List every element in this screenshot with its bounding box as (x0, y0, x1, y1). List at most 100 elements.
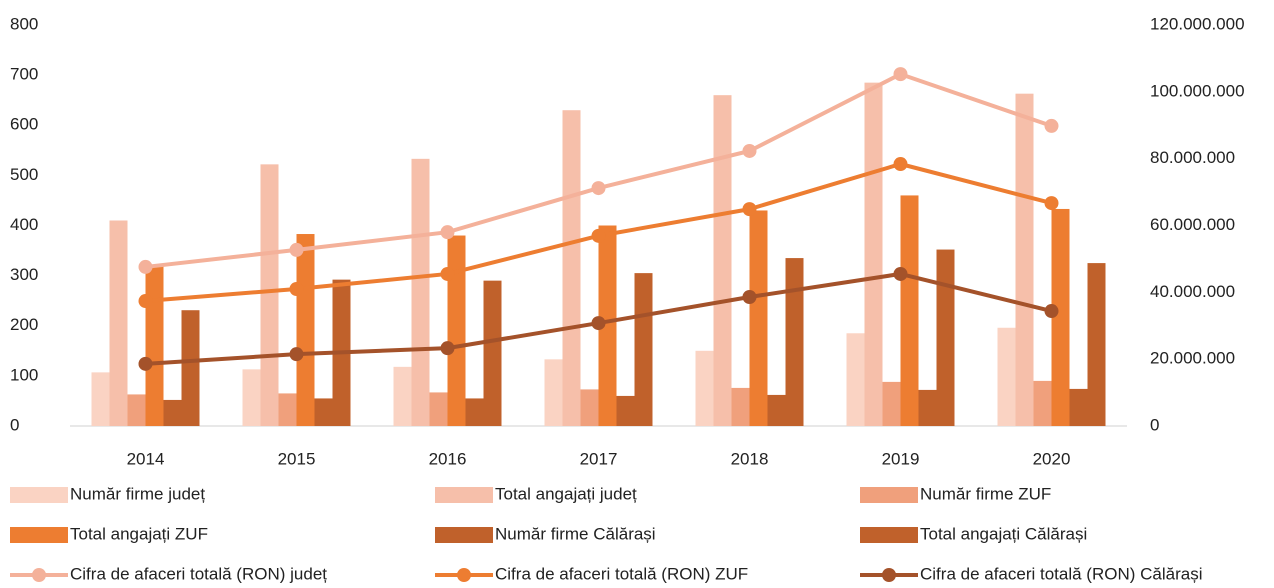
y-tick-label: 500 (10, 165, 38, 184)
bar (997, 327, 1016, 426)
marker (289, 281, 304, 296)
y2-tick-label: 100.000.000 (1150, 81, 1245, 100)
y-tick-label: 300 (10, 265, 38, 284)
marker (893, 157, 908, 172)
bar (296, 234, 315, 426)
legend-swatch (10, 487, 68, 503)
legend-swatch (435, 487, 493, 503)
bar (411, 158, 430, 427)
bar (936, 249, 955, 426)
bar (314, 398, 333, 426)
legend-label: Număr firme județ (70, 484, 205, 503)
y-tick-label: 600 (10, 115, 38, 134)
bar (483, 280, 502, 426)
bar (1051, 208, 1070, 426)
legend-label: Total angajați județ (495, 484, 637, 503)
x-tick-label: 2019 (882, 449, 920, 468)
bar (900, 195, 919, 426)
y2-tick-label: 0 (1150, 415, 1159, 434)
y2-tick-label: 80.000.000 (1150, 148, 1235, 167)
legend-label: Cifra de afaceri totală (RON) Călărași (920, 564, 1202, 583)
bar (1015, 93, 1034, 426)
bar (163, 399, 182, 426)
bar (260, 164, 279, 426)
y-tick-label: 200 (10, 315, 38, 334)
bar (242, 369, 261, 426)
x-tick-label: 2020 (1033, 449, 1071, 468)
bar (91, 372, 110, 426)
marker (893, 266, 908, 281)
y2-tick-label: 120.000.000 (1150, 14, 1245, 33)
legend-label: Total angajați ZUF (70, 524, 208, 543)
x-tick-label: 2016 (429, 449, 467, 468)
marker (289, 347, 304, 362)
y2-tick-label: 20.000.000 (1150, 349, 1235, 368)
bar (695, 350, 714, 426)
bar (749, 210, 768, 426)
y2-tick-label: 40.000.000 (1150, 282, 1235, 301)
marker (893, 67, 908, 82)
bar (145, 264, 164, 426)
y2-tick-label: 60.000.000 (1150, 215, 1235, 234)
y-tick-label: 400 (10, 215, 38, 234)
bar (465, 398, 484, 426)
bar (713, 95, 732, 427)
bar (580, 389, 599, 426)
bar (634, 273, 653, 426)
legend-swatch (435, 527, 493, 543)
marker (1044, 196, 1059, 211)
legend-label: Cifra de afaceri totală (RON) județ (70, 564, 327, 583)
marker (440, 341, 455, 356)
marker (138, 294, 153, 309)
bar (278, 393, 297, 426)
bar (127, 394, 146, 426)
bar (562, 110, 581, 427)
marker (591, 181, 606, 196)
marker (742, 143, 757, 158)
marker (440, 266, 455, 281)
legend-label: Cifra de afaceri totală (RON) ZUF (495, 564, 748, 583)
legend-swatch (32, 568, 46, 582)
legend-swatch (882, 568, 896, 582)
bar (846, 333, 865, 426)
legend-swatch (860, 487, 918, 503)
marker (591, 316, 606, 331)
x-tick-label: 2017 (580, 449, 618, 468)
bar (181, 310, 200, 426)
bar (447, 235, 466, 426)
y-tick-label: 0 (10, 415, 19, 434)
legend-label: Număr firme Călărași (495, 524, 656, 543)
bar (864, 82, 883, 427)
bar (1033, 380, 1052, 426)
marker (1044, 118, 1059, 133)
y-tick-label: 700 (10, 65, 38, 84)
marker (742, 290, 757, 305)
bar (616, 395, 635, 426)
bar (1087, 263, 1106, 426)
legend-swatch (457, 568, 471, 582)
marker (138, 259, 153, 274)
marker (440, 225, 455, 240)
bar (109, 220, 128, 426)
marker (742, 202, 757, 217)
bar (544, 359, 563, 426)
legend-swatch (10, 527, 68, 543)
x-tick-label: 2015 (278, 449, 316, 468)
legend-swatch (860, 527, 918, 543)
bar (1069, 388, 1088, 426)
y-tick-label: 100 (10, 365, 38, 384)
bar (882, 381, 901, 426)
bar (598, 225, 617, 426)
marker (138, 356, 153, 371)
bar (393, 366, 412, 426)
y-tick-label: 800 (10, 14, 38, 33)
x-tick-label: 2014 (127, 449, 165, 468)
marker (289, 242, 304, 257)
legend-label: Total angajați Călărași (920, 524, 1087, 543)
bar (429, 392, 448, 426)
bar (767, 394, 786, 426)
bar (918, 389, 937, 426)
legend-label: Număr firme ZUF (920, 484, 1051, 503)
marker (1044, 304, 1059, 319)
